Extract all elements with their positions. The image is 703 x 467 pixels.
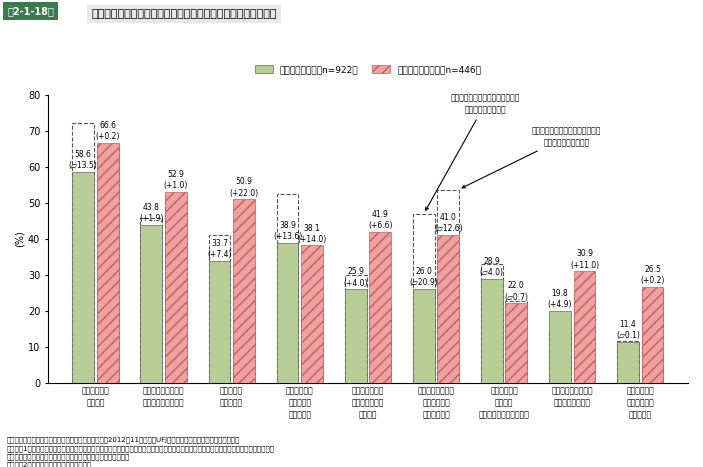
Text: 41.9
(+6.6): 41.9 (+6.6) [368,210,392,230]
Bar [413,214,434,382]
Text: 38.9
(+13.6): 38.9 (+13.6) [273,220,302,241]
Bar [72,123,94,382]
Text: 25.9
(+4.0): 25.9 (+4.0) [343,268,368,288]
Bar [209,261,231,382]
Bar [413,289,434,382]
Bar [549,311,571,382]
Bar [72,171,94,382]
Bar [165,196,187,382]
Bar [549,329,571,382]
Bar [437,190,459,382]
Bar [574,271,595,382]
Bar [344,290,366,382]
Bar [505,301,527,382]
Text: 26.0
(▱20.9): 26.0 (▱20.9) [409,267,438,287]
Legend: 地域需要創出型（n=922）, グローバル成長型（n=446）: 地域需要創出型（n=922）, グローバル成長型（n=446） [251,62,485,78]
Bar [574,292,595,382]
Bar [301,296,323,382]
Bar [301,245,323,382]
Text: 22.0
(▱0.7): 22.0 (▱0.7) [504,282,529,302]
Text: 50.9
(+22.0): 50.9 (+22.0) [229,177,259,198]
Bar [642,287,664,382]
Bar [141,218,162,382]
Text: 41.0
(▱12.6): 41.0 (▱12.6) [434,213,463,233]
Bar [617,341,639,382]
Text: （注）　1．点線部分は、「地域需要創出型」と「グローバル成長型」それぞれの萌芽期における回答割合を示しており、回答割合の数値の: （注） 1．点線部分は、「地域需要創出型」と「グローバル成長型」それぞれの萌芽期… [7,446,275,452]
Text: 43.8
(+1.9): 43.8 (+1.9) [139,203,164,223]
Bar [369,304,391,382]
Text: 19.8
(+4.9): 19.8 (+4.9) [548,290,572,310]
Text: 第2-1-18図: 第2-1-18図 [7,6,54,16]
Text: 33.7
(+7.4): 33.7 (+7.4) [207,240,232,260]
Y-axis label: (%): (%) [15,230,25,247]
Text: 58.6
(▱13.5): 58.6 (▱13.5) [69,150,98,170]
Bar [642,288,664,382]
Bar [141,225,162,382]
Bar [344,275,366,382]
Text: 52.9
(+1.0): 52.9 (+1.0) [164,170,188,191]
Bar [233,278,255,382]
Bar [277,242,299,382]
Bar [481,264,503,382]
Text: 26.5
(+0.2): 26.5 (+0.2) [640,265,665,285]
Bar [277,194,299,382]
Bar [97,143,119,382]
Bar [97,143,119,382]
Text: 38.1
(+14.0): 38.1 (+14.0) [297,224,327,244]
Text: 下側の（　）内は、萌芽期からの増減を示している。: 下側の（ ）内は、萌芽期からの増減を示している。 [7,453,130,460]
Bar [481,278,503,382]
Bar [209,234,231,382]
Bar [505,304,527,382]
Text: 萌芽期において必要となった費用
（グローバル成長型）: 萌芽期において必要となった費用 （グローバル成長型） [462,126,602,188]
Bar [165,192,187,382]
Text: 11.4
(▱0.1): 11.4 (▱0.1) [616,319,640,340]
Text: 萌芽期において必要となった費用
（地域需要創出型）: 萌芽期において必要となった費用 （地域需要創出型） [426,94,520,210]
Text: 資料：中小企業庁委託「起業の実態に関する調査」（2012年11月、三菱UFJリサーチ＆コンサルティング（株））: 資料：中小企業庁委託「起業の実態に関する調査」（2012年11月、三菱UFJリサ… [7,436,240,443]
Text: 成長初期における起業形態別の必要となった費用（複数回答）: 成長初期における起業形態別の必要となった費用（複数回答） [91,9,277,19]
Bar [437,235,459,382]
Bar [369,232,391,382]
Bar [617,341,639,382]
Text: 30.9
(+11.0): 30.9 (+11.0) [570,249,599,269]
Bar [233,199,255,382]
Text: 28.9
(▱4.0): 28.9 (▱4.0) [480,257,504,277]
Text: 66.6
(+0.2): 66.6 (+0.2) [96,121,120,141]
Text: 2．「その他」は表示していない。: 2．「その他」は表示していない。 [7,461,92,467]
